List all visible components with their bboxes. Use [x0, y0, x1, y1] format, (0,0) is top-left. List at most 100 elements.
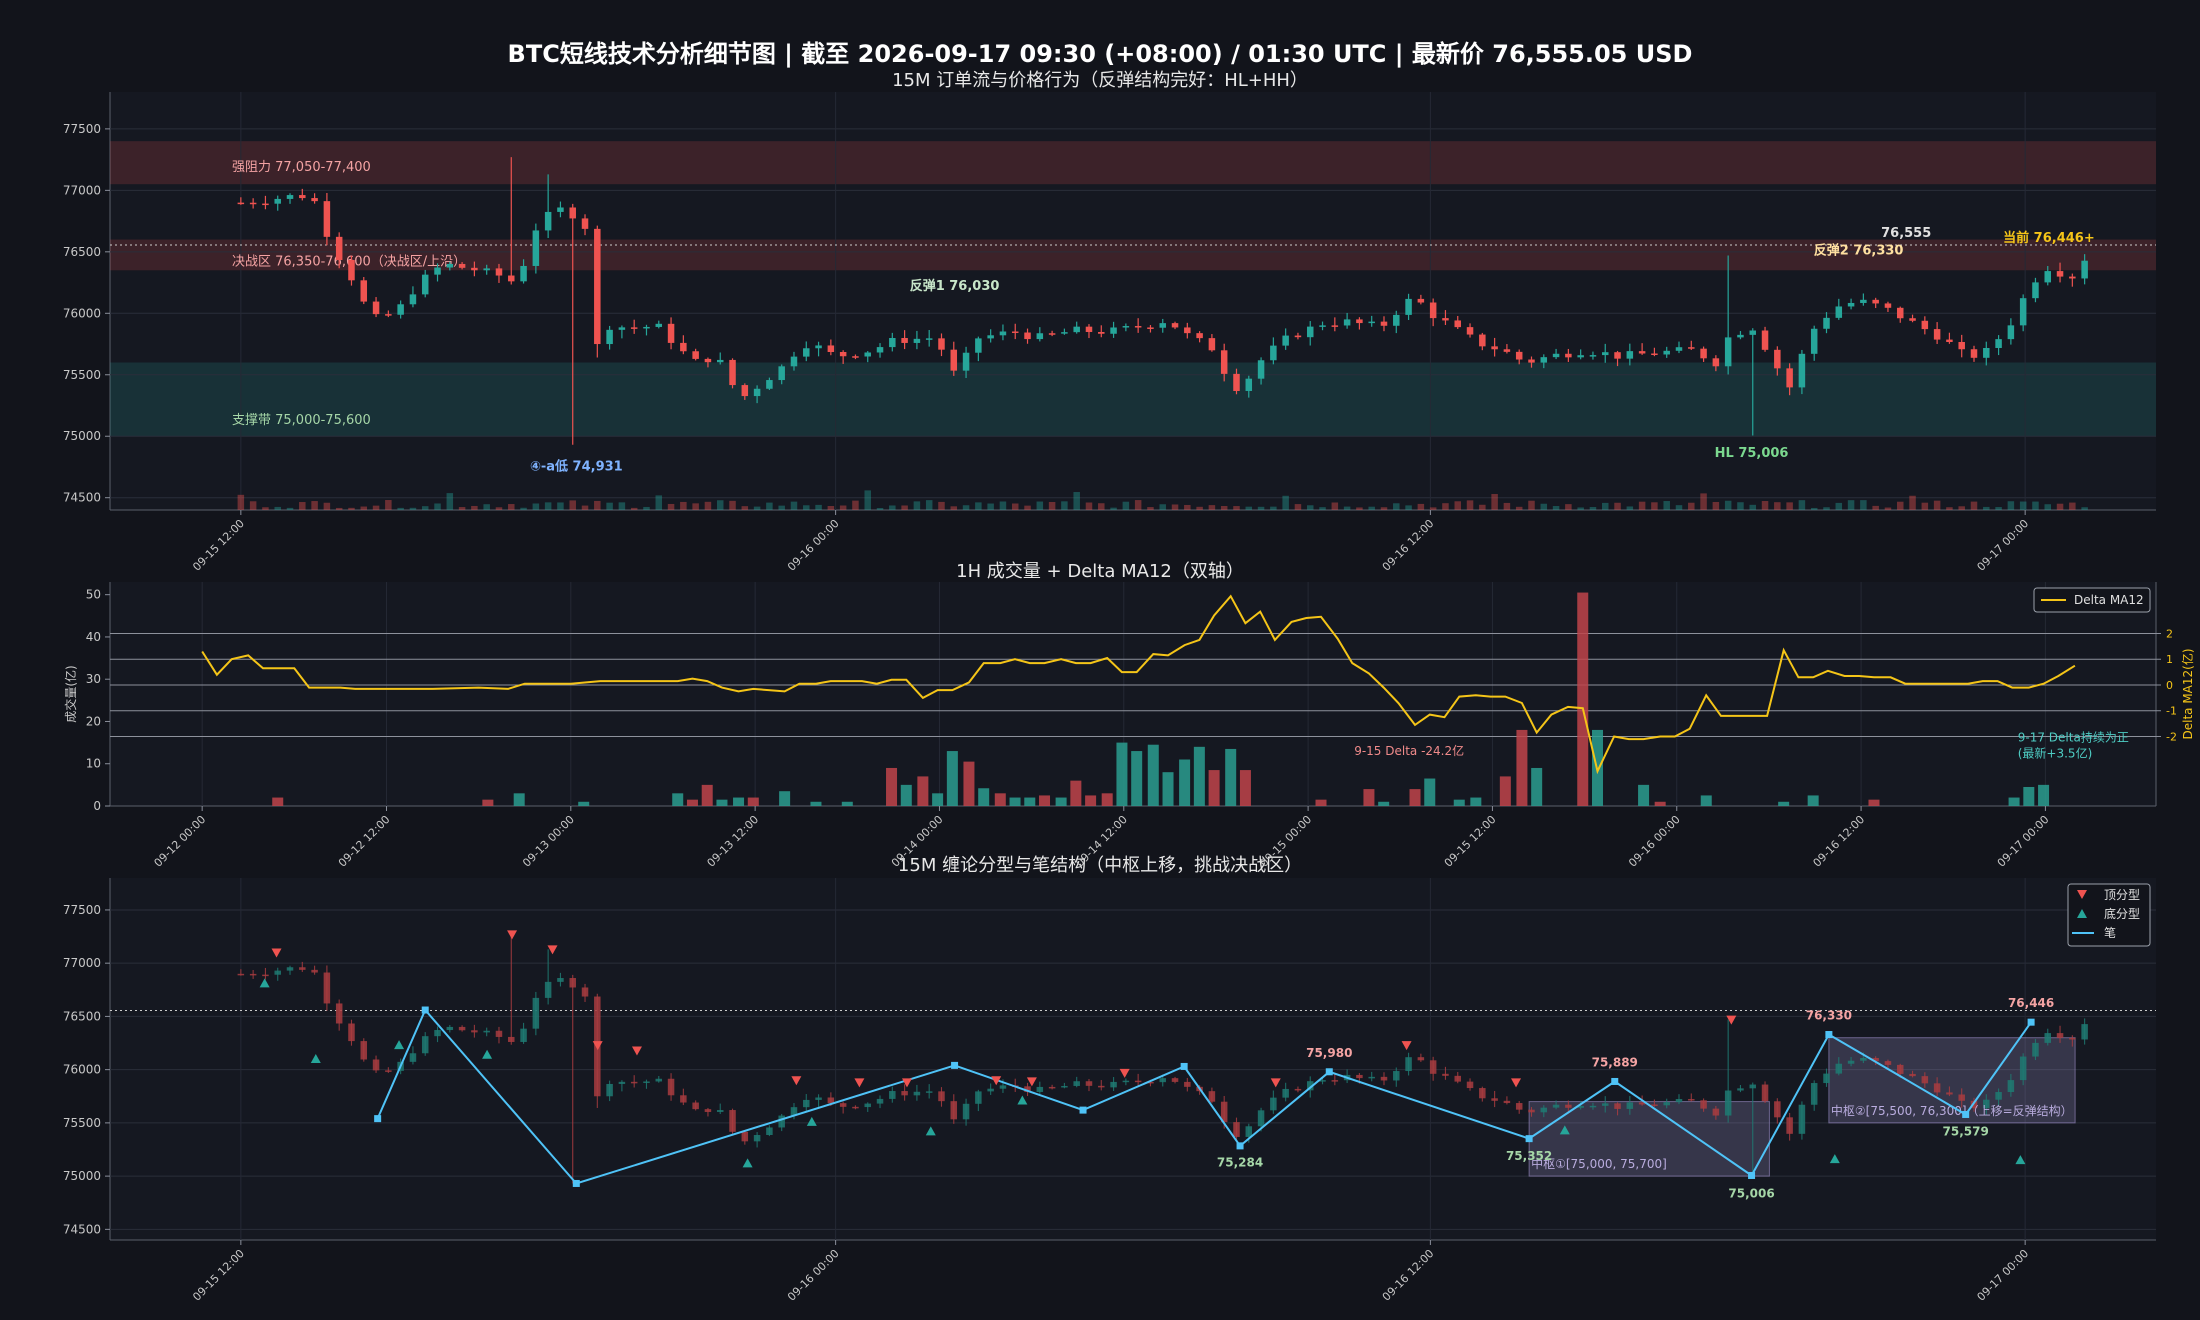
p3-candle-body — [1565, 1104, 1572, 1108]
p1-candle-body — [1466, 327, 1474, 335]
p3-top-fractal-marker — [1026, 1077, 1037, 1087]
p3-candle-body — [1810, 1083, 1818, 1105]
p1-volume-bar — [2069, 502, 2076, 510]
p1-candle-body — [1651, 353, 1658, 356]
p1-candle-body — [1405, 298, 1412, 315]
p3-candle-body — [1491, 1098, 1498, 1101]
p1-candle-body — [2069, 276, 2076, 279]
p1-y-tick-label: 77500 — [63, 122, 101, 136]
p3-candle-body — [446, 1026, 454, 1031]
p1-candle-body — [1184, 327, 1191, 334]
p1-candle-body — [1983, 347, 1990, 358]
p1-candle-body — [999, 331, 1007, 336]
p3-candle-body — [1958, 1094, 1965, 1101]
p3-top-fractal-marker — [631, 1046, 642, 1056]
p1-candle-body — [1085, 326, 1093, 332]
p1-candle-body — [1282, 335, 1289, 346]
p1-candle-body — [889, 337, 896, 348]
p1-volume-bar — [1515, 506, 1523, 510]
p3-bottom-fractal-marker — [806, 1116, 817, 1126]
p1-candle-body — [790, 356, 798, 367]
p1-volume-bar — [397, 507, 404, 510]
p3-y-tick-label: 75000 — [63, 1169, 101, 1183]
p1-candle-body — [925, 338, 933, 340]
p3-candle-body — [1442, 1073, 1449, 1076]
p1-candle-body — [1098, 331, 1105, 334]
p1-candle-body — [1786, 368, 1793, 388]
p3-x-tick-label: 09-16 12:00 — [1380, 1247, 1437, 1304]
p1-volume-bar — [741, 506, 749, 510]
p1-candle-body — [409, 294, 417, 305]
p3-candle-body — [630, 1081, 638, 1084]
p3-top-fractal-marker — [1270, 1078, 1281, 1088]
p1-volume-bar — [274, 506, 281, 510]
p2-volume-bar — [1424, 778, 1436, 806]
p3-bottom-fractal-marker — [1829, 1154, 1840, 1164]
p1-volume-bar — [716, 500, 724, 510]
p3-candle-body — [1134, 1080, 1142, 1083]
p3-candle-body — [1048, 1086, 1056, 1089]
p3-center-label: 中枢②[75,500, 76,300]（上移=反弹结构） — [1831, 1103, 2073, 1118]
p3-candle-body — [262, 974, 269, 977]
p3-stroke-vertex — [2027, 1018, 2035, 1026]
p3-candle-body — [2019, 1056, 2027, 1081]
p3-point-label: 75,889 — [1592, 1055, 1638, 1069]
p3-candle-body — [1294, 1088, 1302, 1091]
p2-volume-bar — [716, 799, 728, 806]
p1-volume-bar — [618, 502, 626, 510]
p1-volume-bar — [876, 507, 884, 510]
p1-volume-bar — [1774, 502, 1781, 510]
p3-candle-body — [1405, 1057, 1412, 1072]
p1-volume-bar — [606, 502, 613, 510]
p1-volume-bar — [729, 500, 736, 510]
p1-candle-body — [1897, 307, 1904, 319]
p1-volume-bar — [1847, 500, 1855, 510]
p1-candle-body — [1663, 350, 1670, 355]
p2-x-tick-label: 09-16 00:00 — [1626, 813, 1683, 870]
p1-volume-bar — [864, 490, 871, 510]
p1-candle-body — [987, 335, 994, 339]
p1-volume-bar — [1233, 506, 1240, 510]
p2-volume-bar — [1225, 748, 1237, 806]
p1-candle-body — [667, 323, 675, 343]
p3-candle-body — [741, 1131, 749, 1142]
p3-stroke-vertex — [1611, 1077, 1619, 1085]
p1-y-tick-label: 76500 — [63, 245, 101, 259]
p3-candle-body — [1331, 1080, 1339, 1082]
p2-y-tick-label: 30 — [86, 672, 101, 686]
p3-stroke-vertex — [1180, 1062, 1188, 1070]
p3-candle-body — [1184, 1081, 1191, 1087]
p2-volume-bar — [733, 797, 745, 806]
p3-candle-body — [1835, 1063, 1843, 1074]
p2-volume-bar — [1024, 797, 1036, 806]
p1-annotation: 反弹1 76,030 — [910, 278, 1000, 294]
p2-y-tick-label: 10 — [86, 757, 101, 771]
p1-candle-body — [1442, 318, 1449, 321]
p3-candle-body — [1245, 1126, 1253, 1137]
p3-candle-body — [1540, 1107, 1548, 1113]
p3-stroke-vertex — [951, 1061, 959, 1069]
p2-volume-bar — [747, 797, 759, 806]
p3-legend-label: 底分型 — [2104, 906, 2140, 921]
p1-volume-bar — [1565, 504, 1572, 510]
p3-candle-body — [1798, 1104, 1806, 1134]
p1-volume-bar — [1270, 506, 1277, 510]
p3-x-tick-label: 09-15 12:00 — [190, 1247, 247, 1304]
p1-candle-body — [495, 268, 503, 276]
p3-candle-body — [1909, 1073, 1916, 1077]
p1-y-tick-label: 75500 — [63, 368, 101, 382]
p1-volume-bar — [680, 501, 687, 510]
p2-y-tick-label: 20 — [86, 714, 101, 728]
p1-candle-body — [1638, 351, 1646, 354]
p1-volume-bar — [446, 493, 454, 510]
p3-candle-body — [360, 1041, 368, 1060]
p1-candle-body — [1909, 318, 1916, 321]
p1-volume-bar — [1417, 503, 1425, 510]
p1-volume-bar — [2081, 507, 2088, 510]
p1-volume-bar — [1921, 502, 1929, 510]
p3-candle-body — [790, 1107, 798, 1116]
p1-candle-body — [2044, 271, 2052, 283]
p1-volume-bar — [1577, 507, 1584, 510]
p2-volume-bar — [701, 784, 713, 806]
